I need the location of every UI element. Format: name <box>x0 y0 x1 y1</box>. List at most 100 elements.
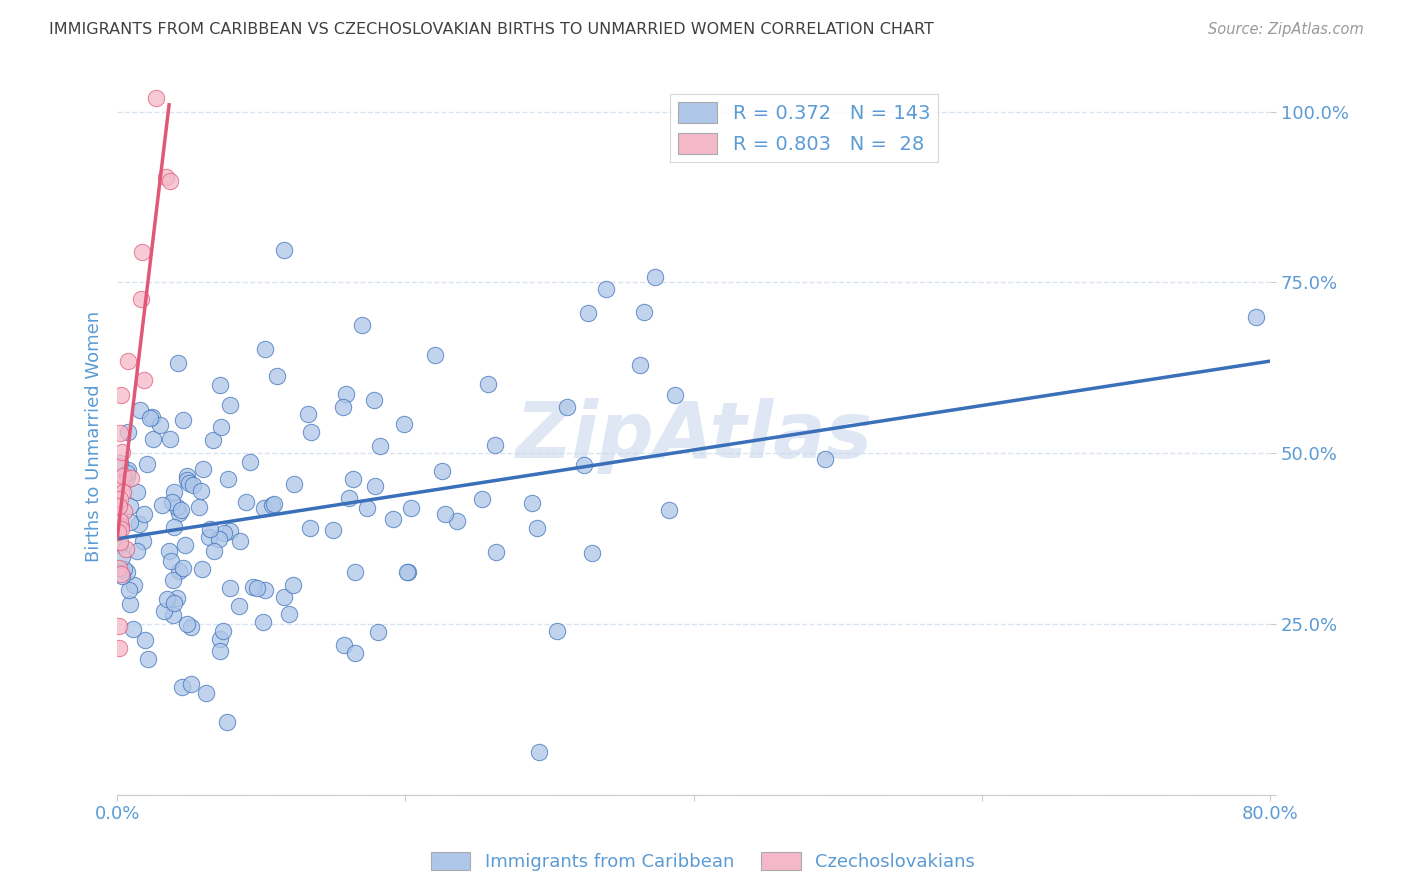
Point <box>166 591 188 605</box>
Point <box>229 533 252 548</box>
Point <box>115 565 138 579</box>
Point <box>110 388 132 402</box>
Point <box>142 432 165 446</box>
Point <box>209 377 232 392</box>
Point <box>477 377 499 392</box>
Point <box>134 507 156 521</box>
Point <box>633 305 655 319</box>
Point <box>110 425 132 440</box>
Point <box>195 685 218 699</box>
Point <box>111 550 134 565</box>
Text: Source: ZipAtlas.com: Source: ZipAtlas.com <box>1208 22 1364 37</box>
Point <box>159 432 181 446</box>
Point <box>124 578 146 592</box>
Point <box>115 541 138 556</box>
Text: IMMIGRANTS FROM CARIBBEAN VS CZECHOSLOVAKIAN BIRTHS TO UNMARRIED WOMEN CORRELATI: IMMIGRANTS FROM CARIBBEAN VS CZECHOSLOVA… <box>49 22 934 37</box>
Point <box>446 514 468 528</box>
Point <box>595 282 617 296</box>
Point <box>399 500 422 515</box>
Point <box>202 433 225 447</box>
Point <box>167 356 190 370</box>
Point <box>252 615 274 630</box>
Point <box>111 469 134 483</box>
Legend: Immigrants from Caribbean, Czechoslovakians: Immigrants from Caribbean, Czechoslovaki… <box>423 845 983 879</box>
Point <box>485 545 508 559</box>
Point <box>238 454 260 468</box>
Point <box>132 534 155 549</box>
Point <box>108 535 131 549</box>
Point <box>228 599 250 613</box>
Point <box>112 562 135 576</box>
Point <box>159 173 181 187</box>
Point <box>115 469 138 483</box>
Point <box>813 452 835 467</box>
Point <box>117 425 139 439</box>
Point <box>108 456 131 470</box>
Point <box>110 519 132 533</box>
Point <box>526 521 548 535</box>
Point <box>118 597 141 611</box>
Point <box>191 461 214 475</box>
Point <box>150 498 173 512</box>
Point <box>333 638 356 652</box>
Point <box>344 565 367 579</box>
Point <box>180 677 202 691</box>
Point <box>162 495 184 509</box>
Point <box>107 525 129 540</box>
Point <box>190 483 212 498</box>
Point <box>125 544 148 558</box>
Point <box>332 400 354 414</box>
Point <box>395 565 418 579</box>
Point <box>108 514 131 528</box>
Point <box>172 560 194 574</box>
Point <box>111 484 134 499</box>
Point <box>433 507 456 521</box>
Point <box>179 475 201 490</box>
Point <box>174 538 197 552</box>
Point <box>172 413 194 427</box>
Point <box>117 466 139 480</box>
Point <box>430 464 453 478</box>
Point <box>352 318 374 333</box>
Point <box>423 348 446 362</box>
Point <box>120 499 142 513</box>
Point <box>356 501 378 516</box>
Point <box>342 472 364 486</box>
Point <box>298 521 321 535</box>
Point <box>335 387 357 401</box>
Point <box>273 244 295 258</box>
Point <box>191 561 214 575</box>
Point <box>187 500 209 514</box>
Point <box>180 619 202 633</box>
Y-axis label: Births to Unmarried Women: Births to Unmarried Women <box>86 310 103 562</box>
Point <box>209 632 232 646</box>
Point <box>219 581 242 595</box>
Point <box>141 410 163 425</box>
Point <box>139 411 162 425</box>
Point <box>252 500 274 515</box>
Point <box>134 632 156 647</box>
Point <box>112 503 135 517</box>
Point <box>153 604 176 618</box>
Point <box>176 617 198 632</box>
Point <box>167 564 190 578</box>
Point <box>299 425 322 439</box>
Point <box>212 624 235 638</box>
Point <box>181 478 204 492</box>
Point <box>170 680 193 694</box>
Point <box>157 544 180 558</box>
Point <box>266 368 288 383</box>
Point <box>111 445 134 459</box>
Point <box>212 525 235 540</box>
Point <box>136 652 159 666</box>
Point <box>110 522 132 536</box>
Point <box>121 622 143 636</box>
Point <box>108 641 131 656</box>
Point <box>396 565 419 579</box>
Point <box>202 544 225 558</box>
Point <box>527 745 550 759</box>
Point <box>578 306 600 320</box>
Point <box>572 458 595 473</box>
Point <box>471 492 494 507</box>
Point <box>108 538 131 552</box>
